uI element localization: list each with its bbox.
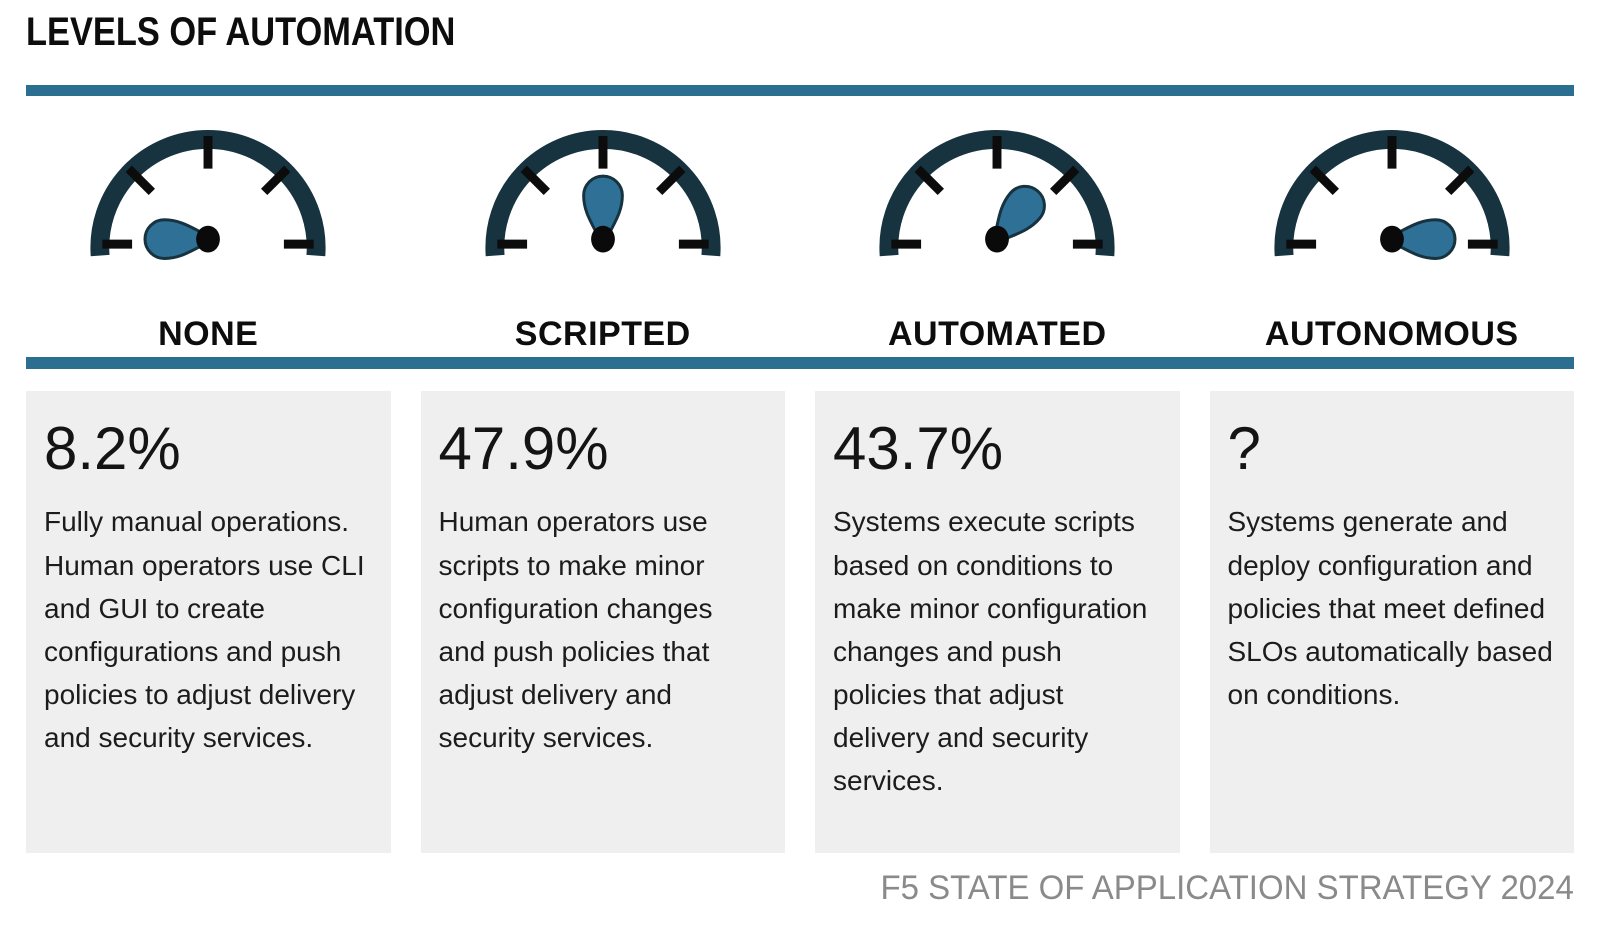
gauge-tick-45 (1444, 165, 1475, 196)
divider-bar-top (26, 85, 1574, 96)
stat-value: 47.9% (438, 415, 609, 483)
gauge-tick-45 (655, 165, 686, 196)
gauge-autonomous-icon (1274, 130, 1510, 260)
level-label-none: NONE (158, 315, 259, 353)
level-label-scripted: SCRIPTED (514, 315, 691, 353)
cards-row: 8.2% Fully manual operations. Human oper… (26, 391, 1574, 854)
level-label-automated: AUTOMATED (887, 315, 1107, 353)
gauge-tick-135 (1309, 165, 1339, 196)
gauge-tick-135 (914, 165, 945, 196)
gauge-needle (581, 174, 624, 239)
gauge-pivot (196, 225, 221, 253)
stat-card-autonomous: ? Systems generate and deploy configurat… (1209, 391, 1574, 854)
stat-value: ? (1227, 415, 1261, 483)
gauge-pivot (590, 225, 615, 253)
gauge-scripted-icon (485, 130, 721, 257)
stat-description: Systems execute scripts based on conditi… (833, 506, 1148, 797)
gauge-pivot (1379, 225, 1404, 253)
stat-card-scripted: 47.9% Human operators use scripts to mak… (420, 391, 785, 854)
labels-row: NONE SCRIPTED AUTOMATED AUTONOMOUS (26, 315, 1574, 353)
stat-value: 43.7% (833, 415, 1004, 483)
gauge-tick-45 (261, 165, 291, 196)
level-label-autonomous: AUTONOMOUS (1264, 315, 1519, 353)
gauge-tick-45 (1050, 165, 1080, 196)
gauge-needle (1392, 218, 1457, 260)
stat-description: Human operators use scripts to make mino… (438, 506, 713, 753)
stat-value: 8.2% (44, 415, 181, 483)
gauge-none-icon (90, 130, 326, 260)
gauge-needle (993, 184, 1047, 243)
source-attribution: F5 STATE OF APPLICATION STRATEGY 2024 (880, 869, 1574, 908)
footer: F5 STATE OF APPLICATION STRATEGY 2024 (26, 869, 1574, 908)
gauge-tick-135 (520, 165, 550, 196)
gauges-row (26, 117, 1574, 268)
stat-description: Fully manual operations. Human operators… (44, 506, 365, 753)
stat-card-automated: 43.7% Systems execute scripts based on c… (815, 391, 1180, 854)
gauge-pivot (985, 225, 1010, 253)
page-title: LEVELS OF AUTOMATION (26, 10, 456, 54)
gauge-tick-135 (125, 165, 156, 196)
divider-bar-bottom (26, 357, 1574, 370)
stat-description: Systems generate and deploy configuratio… (1227, 506, 1553, 710)
gauge-needle (143, 218, 208, 260)
stat-card-none: 8.2% Fully manual operations. Human oper… (26, 391, 391, 854)
gauge-automated-icon (879, 130, 1115, 257)
